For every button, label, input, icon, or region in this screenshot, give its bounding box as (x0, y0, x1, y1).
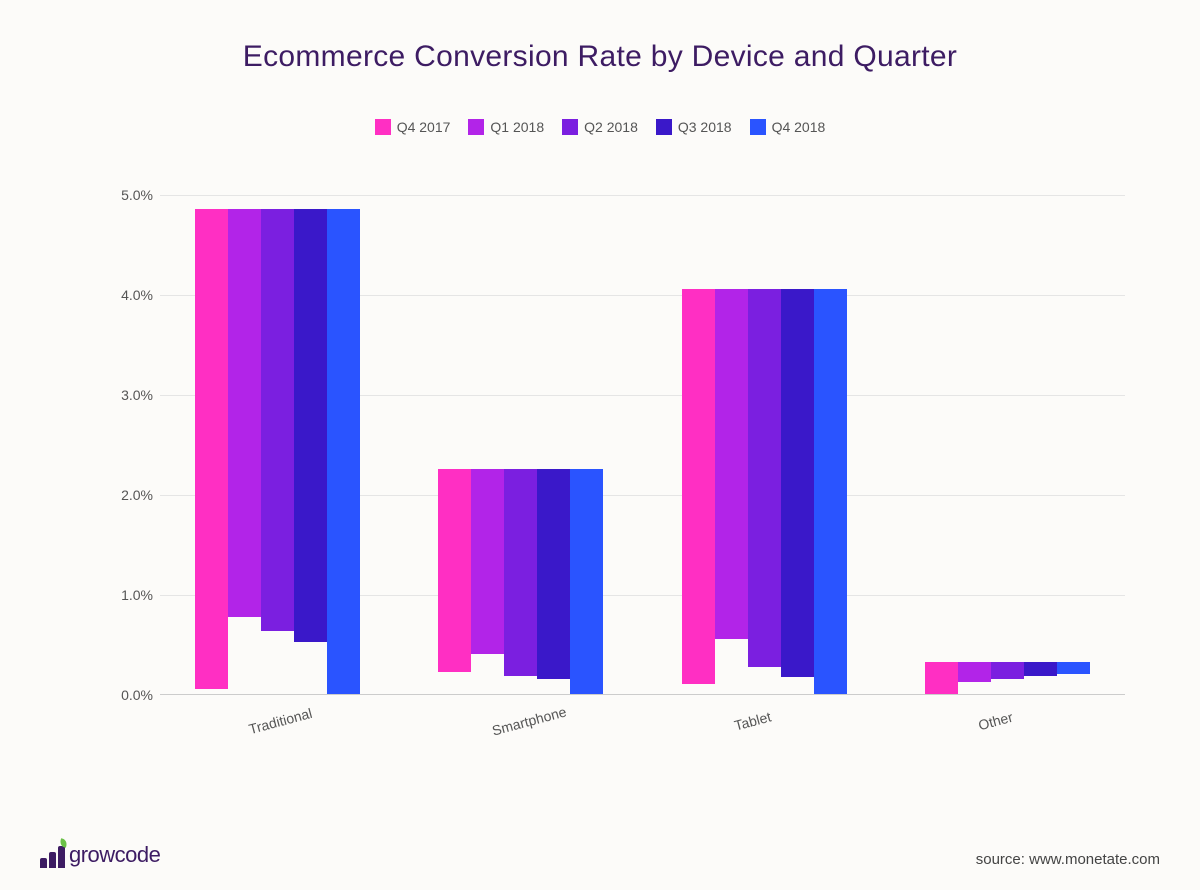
bar-group: Smartphone (438, 469, 603, 694)
bar (195, 209, 228, 689)
logo-leaf-icon (59, 838, 68, 848)
y-axis-label: 1.0% (105, 587, 153, 603)
bar (438, 469, 471, 672)
bar (294, 209, 327, 642)
y-axis-label: 0.0% (105, 687, 153, 703)
bar (715, 289, 748, 639)
bar (327, 209, 360, 694)
bar (471, 469, 504, 654)
chart-title: Ecommerce Conversion Rate by Device and … (0, 0, 1200, 74)
legend-swatch (562, 119, 578, 135)
bar (814, 289, 847, 694)
bar (748, 289, 781, 667)
logo-bars-icon (40, 846, 65, 868)
bar (1057, 662, 1090, 674)
legend-item: Q4 2017 (375, 119, 451, 135)
x-axis-label: Tablet (733, 708, 773, 733)
bar (537, 469, 570, 679)
bar (1024, 662, 1057, 676)
gridline (160, 195, 1125, 196)
x-axis-label: Other (976, 709, 1014, 734)
bar-group: Other (925, 662, 1090, 694)
bar (682, 289, 715, 684)
legend: Q4 2017 Q1 2018 Q2 2018 Q3 2018 Q4 2018 (0, 119, 1200, 135)
bar-group: Traditional (195, 209, 360, 694)
legend-label: Q1 2018 (490, 119, 544, 135)
legend-label: Q2 2018 (584, 119, 638, 135)
bar (991, 662, 1024, 679)
y-axis-label: 2.0% (105, 487, 153, 503)
plot: 0.0%1.0%2.0%3.0%4.0%5.0%TraditionalSmart… (160, 195, 1125, 695)
bar (781, 289, 814, 677)
y-axis-label: 4.0% (105, 287, 153, 303)
legend-swatch (750, 119, 766, 135)
bar (504, 469, 537, 676)
legend-item: Q1 2018 (468, 119, 544, 135)
legend-label: Q4 2017 (397, 119, 451, 135)
footer: growcode source: www.monetate.com (40, 842, 1160, 868)
bar-group: Tablet (682, 289, 847, 694)
source-text: source: www.monetate.com (976, 851, 1160, 868)
legend-item: Q4 2018 (750, 119, 826, 135)
bar (228, 209, 261, 617)
bar (261, 209, 294, 631)
growcode-logo: growcode (40, 842, 160, 868)
legend-swatch (375, 119, 391, 135)
y-axis-label: 5.0% (105, 187, 153, 203)
legend-item: Q3 2018 (656, 119, 732, 135)
bar (925, 662, 958, 694)
bar (570, 469, 603, 694)
x-axis-label: Traditional (247, 705, 314, 737)
legend-label: Q4 2018 (772, 119, 826, 135)
logo-text: growcode (69, 842, 160, 868)
legend-label: Q3 2018 (678, 119, 732, 135)
legend-swatch (468, 119, 484, 135)
x-axis-label: Smartphone (490, 703, 568, 738)
legend-item: Q2 2018 (562, 119, 638, 135)
y-axis-label: 3.0% (105, 387, 153, 403)
legend-swatch (656, 119, 672, 135)
bar (958, 662, 991, 682)
chart-area: 0.0%1.0%2.0%3.0%4.0%5.0%TraditionalSmart… (105, 195, 1125, 725)
